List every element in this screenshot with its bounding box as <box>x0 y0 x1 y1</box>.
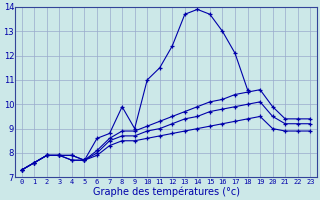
X-axis label: Graphe des températures (°c): Graphe des températures (°c) <box>92 186 239 197</box>
